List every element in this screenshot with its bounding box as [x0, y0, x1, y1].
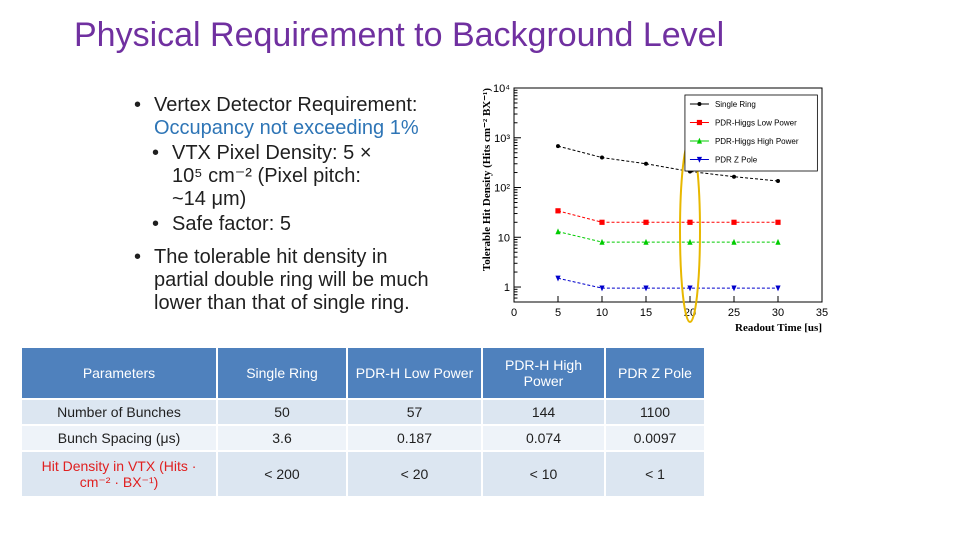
legend-label: PDR-Higgs Low Power [715, 119, 797, 128]
data-point [731, 238, 737, 245]
table-row: Hit Density in VTX (Hits · cm⁻² · BX⁻¹) … [20, 450, 706, 498]
table-cell: 0.074 [481, 424, 606, 452]
data-point [696, 156, 703, 163]
x-tick-label: 25 [728, 307, 740, 319]
data-point [731, 219, 737, 225]
bullet-pixel-density: VTX Pixel Density: 5 × 10⁵ cm⁻² (Pixel p… [130, 142, 470, 211]
data-point [775, 238, 781, 245]
bullet-text: lower than that of single ring. [154, 292, 410, 314]
bullet-tolerable-density: The tolerable hit density in partial dou… [130, 246, 470, 315]
slide-title: Physical Requirement to Background Level [74, 16, 725, 54]
column-header: PDR-H Low Power [346, 346, 483, 400]
bullet-list: Vertex Detector Requirement: Occupancy n… [130, 94, 470, 315]
bullet-vertex-requirement: Vertex Detector Requirement: Occupancy n… [130, 94, 470, 140]
table-cell: Hit Density in VTX (Hits · cm⁻² · BX⁻¹) [20, 450, 218, 498]
table-cell: < 1 [604, 450, 706, 498]
data-point [696, 137, 703, 144]
data-point [555, 228, 561, 235]
x-tick-label: 35 [816, 307, 828, 319]
table-cell: Number of Bunches [20, 398, 218, 426]
table-cell: 3.6 [216, 424, 348, 452]
legend-label: PDR Z Pole [715, 156, 758, 165]
table-cell: < 200 [216, 450, 348, 498]
data-point [775, 285, 781, 292]
column-header: PDR-H High Power [481, 346, 606, 400]
table-cell: < 20 [346, 450, 483, 498]
data-point [643, 238, 649, 245]
table-header-row: Parameters Single Ring PDR-H Low Power P… [20, 346, 706, 400]
series-line [557, 277, 778, 289]
data-point [556, 144, 560, 149]
bullet-text: ~14 μm) [172, 188, 247, 210]
y-axis-label: Tolerable Hit Density (Hits cm⁻² BX⁻¹) [481, 88, 493, 271]
x-tick-label: 15 [640, 307, 652, 319]
parameters-table: Parameters Single Ring PDR-H Low Power P… [20, 346, 706, 498]
table-cell: < 10 [481, 450, 606, 498]
column-header: PDR Z Pole [604, 346, 706, 400]
data-point [697, 102, 702, 106]
table-cell: Bunch Spacing (μs) [20, 424, 218, 452]
x-axis-label: Readout Time [us] [735, 322, 822, 334]
data-point [732, 174, 736, 179]
column-header: Single Ring [216, 346, 348, 400]
data-point [687, 219, 693, 225]
table-cell: 0.0097 [604, 424, 706, 452]
data-point [555, 275, 561, 282]
bullet-text: The tolerable hit density in [154, 246, 388, 268]
data-point [555, 208, 561, 214]
x-tick-label: 0 [511, 307, 517, 319]
data-point [776, 179, 780, 184]
data-point [599, 238, 605, 245]
series-line [557, 210, 778, 223]
data-point [696, 119, 703, 126]
table-cell: 57 [346, 398, 483, 426]
bullet-safe-factor: Safe factor: 5 [130, 213, 470, 236]
x-tick-label: 5 [555, 307, 561, 319]
y-tick-label: 10² [494, 183, 510, 195]
data-point [687, 285, 693, 292]
data-point [599, 219, 605, 225]
data-point [643, 285, 649, 292]
data-point [600, 155, 604, 160]
bullet-text: Vertex Detector Requirement: [154, 94, 418, 116]
table-cell: 1100 [604, 398, 706, 426]
bullet-text-highlight: Occupancy not exceeding 1% [154, 117, 419, 139]
data-point [731, 285, 737, 292]
series-line [557, 231, 778, 243]
data-point [599, 285, 605, 292]
table-row: Number of Bunches 50 57 144 1100 [20, 398, 706, 426]
legend-label: Single Ring [715, 100, 756, 109]
x-tick-label: 10 [596, 307, 608, 319]
bullet-text: 10⁵ cm⁻² (Pixel pitch: [172, 165, 361, 187]
table-cell: 50 [216, 398, 348, 426]
bullet-text: partial double ring will be much [154, 269, 429, 291]
table-row: Bunch Spacing (μs) 3.6 0.187 0.074 0.009… [20, 424, 706, 452]
table-cell: 144 [481, 398, 606, 426]
data-point [775, 219, 781, 225]
column-header: Parameters [20, 346, 218, 400]
table-cell: 0.187 [346, 424, 483, 452]
series-line [557, 145, 779, 182]
bullet-text: VTX Pixel Density: 5 × [172, 142, 372, 164]
y-tick-label: 1 [504, 282, 510, 294]
x-tick-label: 30 [772, 307, 784, 319]
legend-box [684, 94, 818, 172]
data-point [643, 219, 649, 225]
y-tick-label: 10 [498, 232, 510, 244]
data-point [687, 238, 693, 245]
y-tick-label: 10⁴ [493, 83, 510, 95]
data-point [644, 161, 648, 166]
y-tick-label: 10³ [494, 133, 510, 145]
legend-label: PDR-Higgs High Power [715, 137, 799, 146]
bullet-text: Safe factor: 5 [172, 213, 291, 235]
